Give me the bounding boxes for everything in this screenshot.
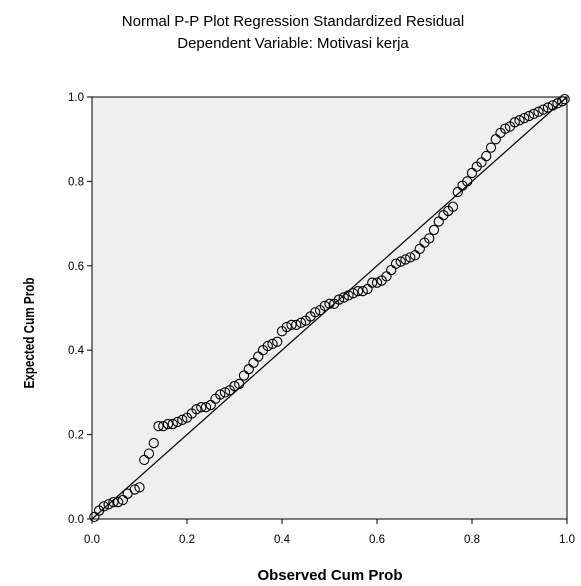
data-points xyxy=(89,93,570,523)
data-point xyxy=(424,233,435,244)
data-point xyxy=(103,499,114,510)
data-point xyxy=(158,421,169,432)
data-point xyxy=(134,482,145,493)
data-point xyxy=(219,387,231,398)
data-point xyxy=(485,142,497,153)
data-point xyxy=(523,110,535,122)
data-point xyxy=(352,285,364,297)
data-point xyxy=(324,298,335,309)
data-point xyxy=(215,389,226,400)
x-tick-label: 0.4 xyxy=(274,534,291,546)
data-point xyxy=(267,338,278,350)
data-point xyxy=(390,258,402,269)
y-tick-label: 1.0 xyxy=(68,92,84,104)
data-point xyxy=(196,402,207,413)
data-point xyxy=(295,317,307,328)
data-point xyxy=(162,418,174,430)
data-point xyxy=(338,292,349,303)
data-point xyxy=(310,307,321,318)
data-point xyxy=(514,115,525,126)
data-point xyxy=(509,117,520,128)
data-point xyxy=(234,378,245,390)
data-point xyxy=(395,256,406,267)
data-point xyxy=(519,112,530,124)
data-point xyxy=(400,254,411,265)
data-point xyxy=(371,277,383,288)
x-tick-label: 0.0 xyxy=(84,534,100,546)
data-point xyxy=(262,340,273,352)
x-axis-title: Observed Cum Prob xyxy=(257,567,402,584)
data-point xyxy=(333,294,345,305)
data-point xyxy=(367,277,378,288)
y-axis: 0.0 0.2 0.4 0.6 0.8 1.0 xyxy=(68,92,92,526)
data-point xyxy=(143,448,155,459)
y-axis-title: Expected Cum Prob xyxy=(21,277,38,388)
data-point xyxy=(177,414,188,425)
x-tick-label: 0.8 xyxy=(464,534,480,546)
data-point xyxy=(172,416,183,428)
data-point xyxy=(229,380,240,392)
data-point xyxy=(319,300,330,312)
x-axis: 0.0 0.2 0.4 0.6 0.8 1.0 xyxy=(84,519,575,546)
data-point xyxy=(272,336,283,347)
chart-title: Normal P-P Plot Regression Standardized … xyxy=(122,13,464,30)
x-tick-label: 0.6 xyxy=(369,534,385,546)
data-point xyxy=(281,321,292,333)
y-tick-label: 0.4 xyxy=(68,345,85,357)
data-point xyxy=(286,319,297,331)
data-point xyxy=(547,100,558,111)
data-point xyxy=(112,496,124,508)
y-tick-label: 0.8 xyxy=(68,176,84,188)
data-point xyxy=(447,201,459,212)
data-point xyxy=(148,437,159,449)
data-point xyxy=(533,106,544,117)
data-point xyxy=(98,501,110,512)
data-point xyxy=(191,404,202,415)
x-tick-label: 0.2 xyxy=(179,534,195,546)
data-point xyxy=(167,418,178,430)
data-point xyxy=(481,150,492,162)
data-point xyxy=(500,123,511,134)
data-point xyxy=(108,496,119,508)
y-tick-label: 0.6 xyxy=(68,261,84,273)
data-point xyxy=(348,288,359,299)
y-tick-label: 0.0 xyxy=(68,514,84,526)
data-point xyxy=(291,319,302,331)
data-point xyxy=(129,484,140,495)
data-point xyxy=(428,224,440,236)
data-point xyxy=(528,108,539,120)
data-point xyxy=(343,290,354,301)
data-point xyxy=(462,176,473,187)
data-point xyxy=(357,285,368,297)
y-tick-label: 0.2 xyxy=(68,430,84,442)
data-point xyxy=(559,93,570,105)
data-point xyxy=(153,421,164,432)
data-point xyxy=(200,402,212,413)
data-point xyxy=(542,102,554,113)
data-point xyxy=(538,104,549,115)
x-tick-label: 1.0 xyxy=(559,534,575,546)
data-point xyxy=(557,96,568,107)
data-point xyxy=(405,252,416,263)
chart-subtitle: Dependent Variable: Motivasi kerja xyxy=(177,35,409,52)
